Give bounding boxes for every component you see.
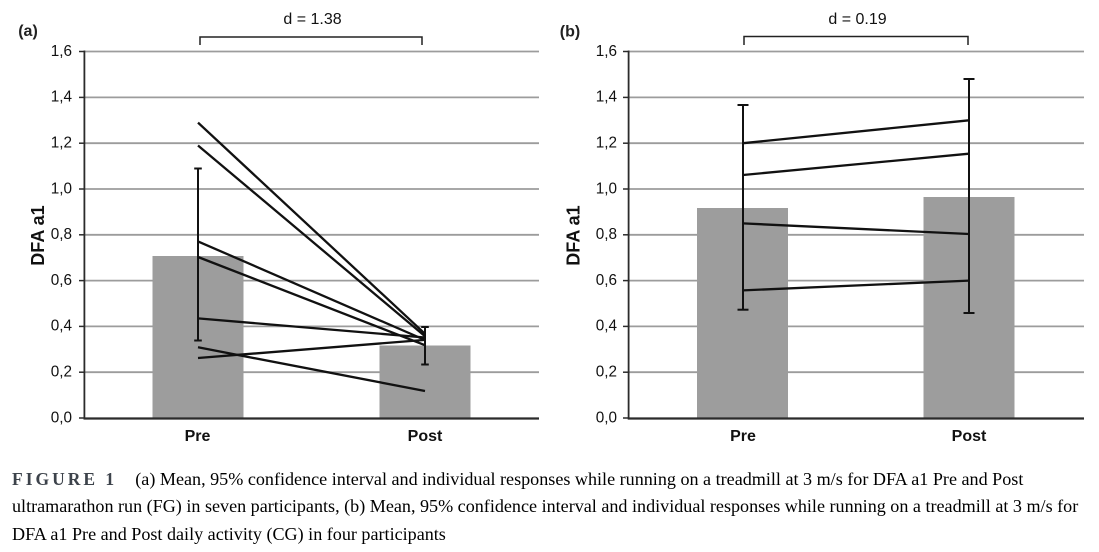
- svg-text:DFA a1: DFA a1: [28, 205, 48, 265]
- svg-text:0,0: 0,0: [596, 409, 617, 426]
- svg-text:(a): (a): [18, 23, 38, 40]
- svg-text:0,2: 0,2: [51, 364, 72, 381]
- svg-text:d = 0.19: d = 0.19: [828, 11, 886, 28]
- svg-text:1,6: 1,6: [596, 43, 617, 60]
- svg-text:Post: Post: [408, 428, 443, 445]
- svg-text:Post: Post: [952, 428, 987, 445]
- svg-text:(b): (b): [560, 24, 580, 41]
- svg-text:0,6: 0,6: [51, 272, 72, 289]
- svg-text:1,2: 1,2: [51, 135, 72, 152]
- svg-text:0,6: 0,6: [596, 272, 617, 289]
- svg-text:d = 1.38: d = 1.38: [283, 11, 341, 28]
- svg-text:0,4: 0,4: [596, 318, 618, 335]
- svg-text:Pre: Pre: [730, 428, 756, 445]
- svg-text:0,2: 0,2: [596, 364, 617, 381]
- svg-text:Pre: Pre: [185, 428, 211, 445]
- svg-text:DFA a1: DFA a1: [564, 205, 584, 265]
- svg-text:0,8: 0,8: [51, 226, 72, 243]
- svg-text:0,4: 0,4: [51, 318, 73, 335]
- svg-text:1,4: 1,4: [51, 89, 73, 106]
- svg-text:1,2: 1,2: [596, 135, 617, 152]
- svg-text:1,0: 1,0: [51, 180, 72, 197]
- svg-text:0,8: 0,8: [596, 226, 617, 243]
- svg-text:1,4: 1,4: [596, 89, 618, 106]
- svg-text:1,0: 1,0: [596, 180, 617, 197]
- svg-text:1,6: 1,6: [51, 43, 72, 60]
- svg-text:0,0: 0,0: [51, 409, 72, 426]
